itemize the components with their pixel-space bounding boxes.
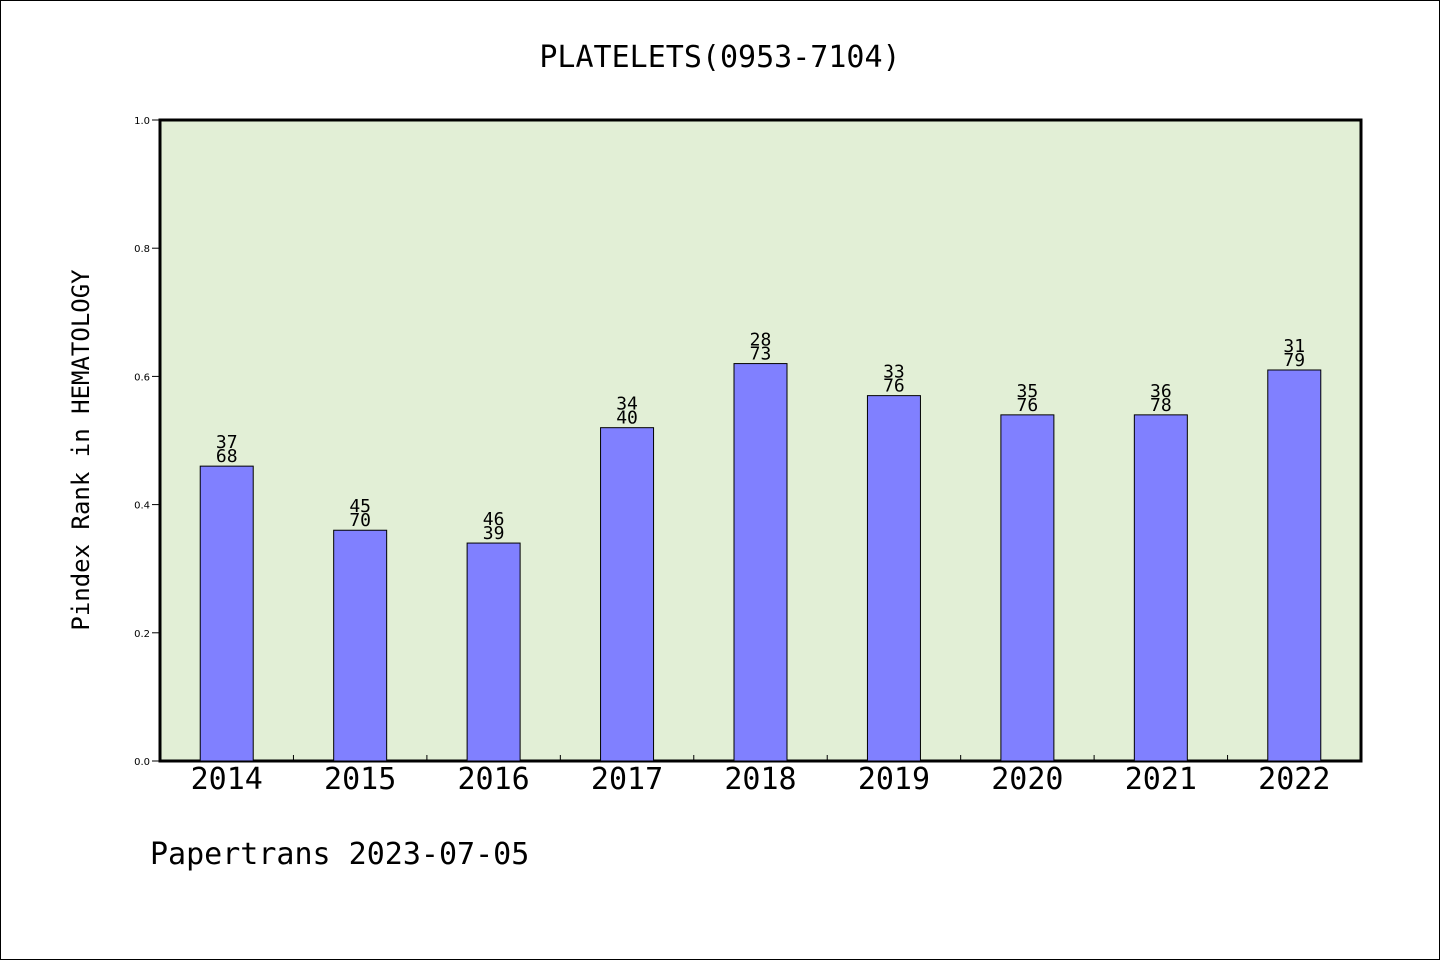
x-tick-label: 2022 <box>1258 762 1330 797</box>
bar-label-top: 33 <box>883 362 905 383</box>
bar-label-top: 45 <box>349 496 371 517</box>
y-axis: 0.0 0.2 0.4 0.6 0.8 1.0 <box>134 116 160 768</box>
chart-title: PLATELETS(0953-7104) <box>539 40 900 75</box>
y-tick-label: 0.4 <box>134 501 150 512</box>
bar <box>600 427 655 762</box>
y-tick-label: 0.8 <box>134 244 150 255</box>
bar <box>1267 369 1322 762</box>
bar-label-top: 37 <box>216 432 238 453</box>
bar-label-top: 34 <box>616 394 638 415</box>
bar <box>1133 414 1188 762</box>
bar-label-bottom: 39 <box>483 523 505 544</box>
bar-label-bottom: 73 <box>750 344 772 365</box>
bar-label-bottom: 79 <box>1283 350 1305 371</box>
y-tick-label: 0.6 <box>134 372 150 383</box>
bar <box>733 363 788 762</box>
x-tick-label: 2017 <box>591 762 663 797</box>
x-tick-label: 2016 <box>457 762 529 797</box>
x-tick-label: 2021 <box>1125 762 1197 797</box>
y-axis-label: Pindex Rank in HEMATOLOGY <box>67 269 95 631</box>
bar-label-bottom: 76 <box>883 376 905 397</box>
bar <box>466 542 521 762</box>
bar-label-top: 28 <box>750 330 772 351</box>
bar <box>333 529 388 762</box>
y-tick-label: 1.0 <box>134 116 150 127</box>
y-tick-label: 0.2 <box>134 629 150 640</box>
bars-group <box>199 363 1322 762</box>
bar-label-bottom: 40 <box>616 408 638 429</box>
bar-label-top: 31 <box>1283 336 1305 357</box>
bar-label-top: 36 <box>1150 381 1172 402</box>
bar-label-bottom: 76 <box>1017 395 1039 416</box>
x-tick-label: 2018 <box>724 762 796 797</box>
x-tick-label: 2019 <box>858 762 930 797</box>
x-axis: 2014 2015 2016 2017 2018 2019 2020 2021 2022 <box>191 755 1330 797</box>
bar-label-bottom: 70 <box>349 510 371 531</box>
x-tick-label: 2020 <box>991 762 1063 797</box>
bar-label-bottom: 78 <box>1150 395 1172 416</box>
bar-label-top: 46 <box>483 509 505 530</box>
y-tick-label: 0.0 <box>134 757 150 768</box>
x-tick-label: 2014 <box>191 762 263 797</box>
bar <box>1000 414 1055 762</box>
bar-label-bottom: 68 <box>216 446 238 467</box>
bar <box>199 465 254 762</box>
x-tick-label: 2015 <box>324 762 396 797</box>
bar <box>866 395 921 762</box>
bar-label-top: 35 <box>1017 381 1039 402</box>
footer-credit: Papertrans 2023-07-05 <box>150 837 529 872</box>
